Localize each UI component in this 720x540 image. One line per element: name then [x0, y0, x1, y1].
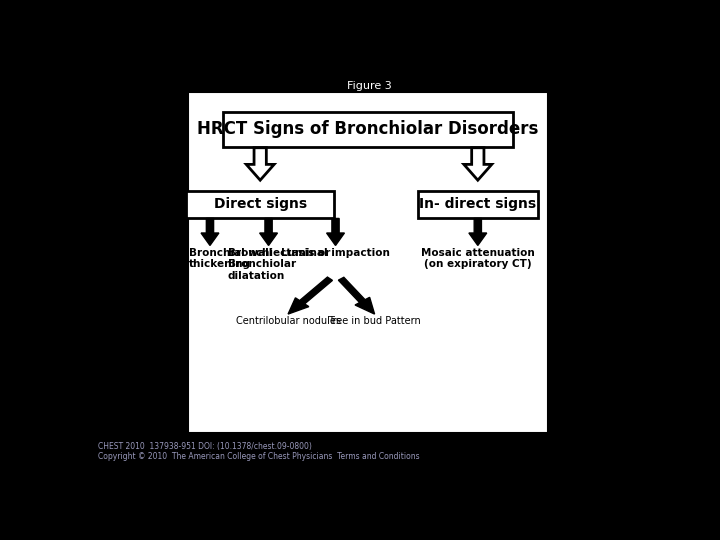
Text: Copyright © 2010  The American College of Chest Physicians  Terms and Conditions: Copyright © 2010 The American College of… — [99, 451, 420, 461]
FancyBboxPatch shape — [418, 191, 538, 218]
Text: Tree in bud Pattern: Tree in bud Pattern — [328, 316, 421, 326]
Text: HRCT Signs of Bronchiolar Disorders: HRCT Signs of Bronchiolar Disorders — [197, 120, 539, 138]
FancyBboxPatch shape — [222, 112, 513, 147]
Polygon shape — [201, 219, 219, 246]
Text: Bronchial wall
thickening: Bronchial wall thickening — [189, 247, 273, 269]
Text: Figure 3: Figure 3 — [346, 80, 392, 91]
Polygon shape — [469, 219, 487, 246]
Polygon shape — [327, 219, 344, 246]
Text: Mosaic attenuation
(on expiratory CT): Mosaic attenuation (on expiratory CT) — [421, 247, 535, 269]
FancyBboxPatch shape — [188, 92, 548, 433]
Text: Direct signs: Direct signs — [214, 197, 307, 211]
Polygon shape — [246, 148, 274, 180]
Text: Centrilobular nodules: Centrilobular nodules — [235, 316, 341, 326]
Polygon shape — [260, 219, 277, 246]
Text: Bronchiectasis or
Bronchiolar
dilatation: Bronchiectasis or Bronchiolar dilatation — [228, 247, 330, 281]
Text: CHEST 2010  137938-951 DOI: (10.1378/chest.09-0800): CHEST 2010 137938-951 DOI: (10.1378/ches… — [99, 442, 312, 451]
Text: Luminal impaction: Luminal impaction — [281, 247, 390, 258]
FancyBboxPatch shape — [186, 191, 334, 218]
Polygon shape — [288, 277, 333, 314]
Text: In- direct signs: In- direct signs — [419, 197, 536, 211]
Polygon shape — [338, 278, 374, 314]
Polygon shape — [464, 148, 492, 180]
